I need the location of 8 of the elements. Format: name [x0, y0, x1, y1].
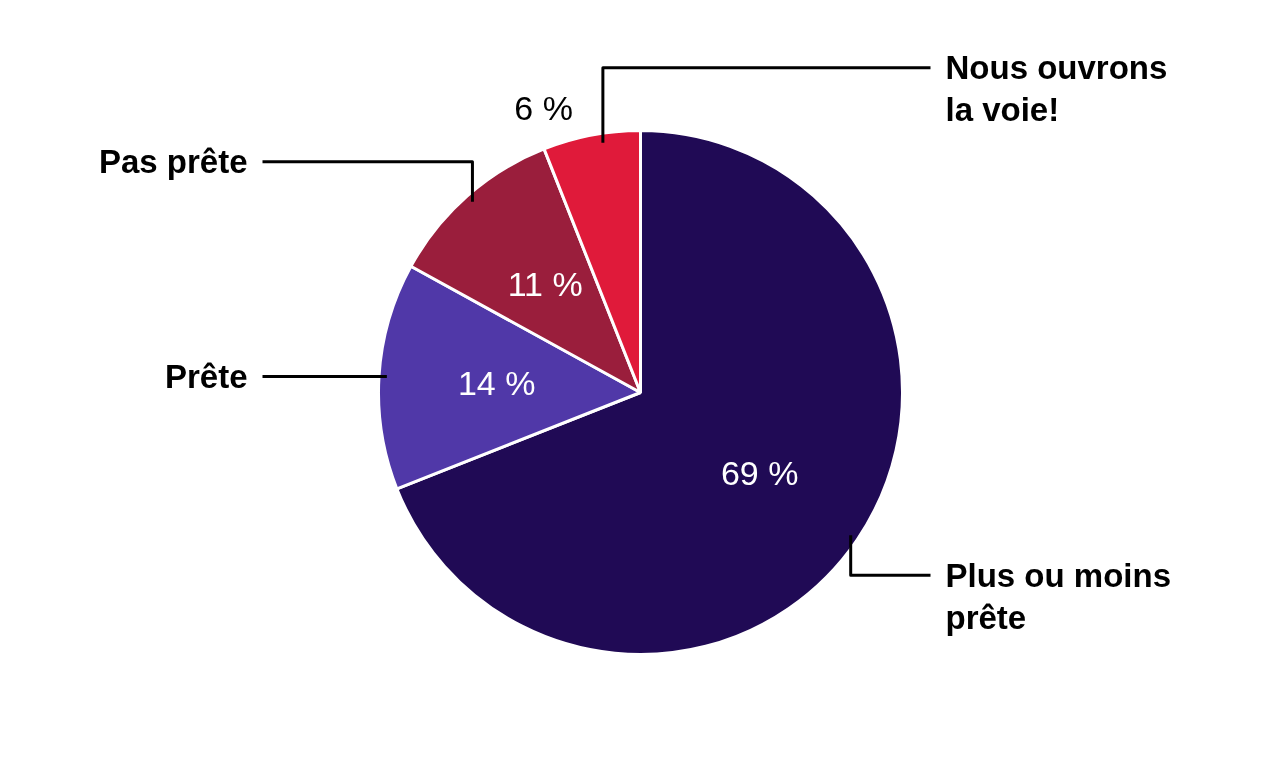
- slice-label: Prête: [164, 358, 248, 396]
- data-label: 14 %: [457, 364, 536, 403]
- slice-label: Plus ou moins prête: [945, 556, 1172, 636]
- data-label: 11 %: [507, 265, 583, 304]
- data-label: 69 %: [720, 454, 799, 493]
- slice-label: Nous ouvrons la voie!: [945, 49, 1168, 129]
- slice-label: Pas prête: [98, 143, 248, 181]
- data-label: 6 %: [514, 88, 573, 127]
